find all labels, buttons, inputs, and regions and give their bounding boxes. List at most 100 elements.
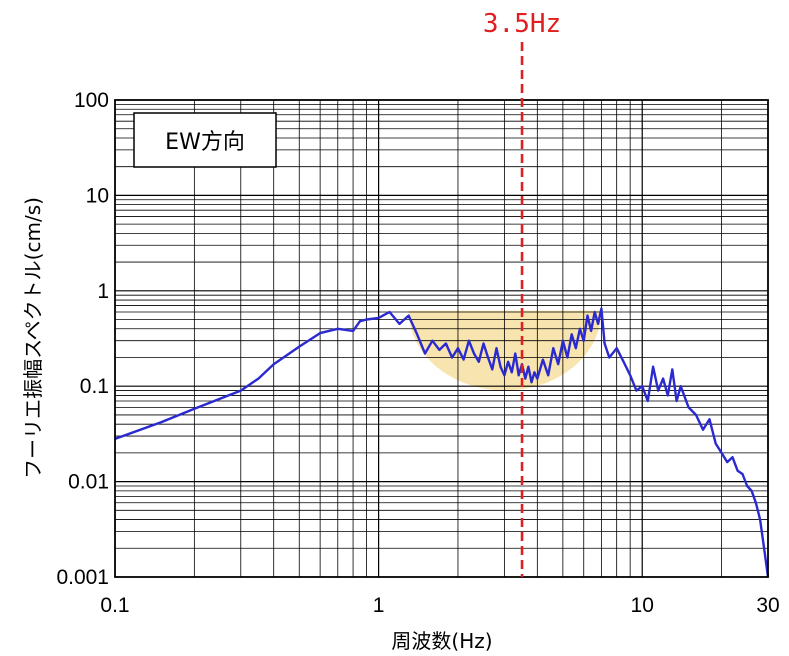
data-point xyxy=(702,429,704,431)
data-point xyxy=(499,366,502,368)
data-point xyxy=(468,340,470,342)
y-tick-label: 1 xyxy=(97,280,109,303)
data-point xyxy=(583,340,585,342)
legend-box xyxy=(133,112,277,168)
data-point xyxy=(562,340,564,342)
data-point xyxy=(160,421,163,423)
data-point xyxy=(623,361,625,363)
data-point xyxy=(647,400,649,402)
data-point xyxy=(257,378,260,380)
data-point xyxy=(365,318,368,321)
data-point xyxy=(319,332,321,334)
data-point xyxy=(527,366,529,368)
data-point xyxy=(600,308,602,310)
data-point xyxy=(193,408,195,410)
data-point xyxy=(337,328,339,330)
data-point xyxy=(445,342,447,345)
data-point xyxy=(352,330,354,332)
data-point xyxy=(524,378,526,380)
data-point xyxy=(604,342,606,345)
y-tick-label: 0.001 xyxy=(56,566,109,589)
y-axis-label: フーリエ振幅スペクトル(cm/s) xyxy=(21,197,45,479)
highlight-band-layer xyxy=(408,310,602,391)
data-point xyxy=(641,385,643,387)
data-point xyxy=(298,346,300,348)
data-point xyxy=(398,323,401,325)
data-point xyxy=(731,456,734,458)
data-point xyxy=(478,361,480,363)
data-point xyxy=(736,470,739,472)
data-point xyxy=(590,330,592,332)
data-point xyxy=(680,385,682,387)
data-point xyxy=(491,368,493,371)
marker-label: 3.5Hz xyxy=(483,9,561,39)
data-point xyxy=(473,352,475,355)
data-point xyxy=(482,342,485,345)
series-line-0 xyxy=(114,307,770,578)
x-tick-label: 0.1 xyxy=(100,594,129,617)
data-point xyxy=(530,381,533,383)
data-point xyxy=(451,356,453,359)
data-point xyxy=(547,374,549,376)
data-point xyxy=(759,518,761,521)
data-point xyxy=(675,400,678,402)
data-point xyxy=(657,389,659,392)
data-point xyxy=(708,418,711,420)
data-point xyxy=(533,371,536,373)
series-layer xyxy=(114,307,770,578)
data-point xyxy=(652,366,654,368)
data-point xyxy=(688,406,690,408)
x-tick-label: 10 xyxy=(631,594,654,617)
data-point xyxy=(671,368,673,371)
data-point xyxy=(608,356,610,359)
data-point xyxy=(507,361,509,363)
highlight-band xyxy=(408,310,602,391)
data-point xyxy=(726,461,728,463)
legend: EW方向 xyxy=(133,112,277,168)
y-tick-label: 0.01 xyxy=(68,471,109,494)
plot-frame xyxy=(114,99,769,578)
data-point xyxy=(597,323,599,325)
data-point xyxy=(462,359,465,361)
data-point xyxy=(695,414,697,416)
data-point xyxy=(667,394,669,397)
data-point xyxy=(552,347,554,349)
data-point xyxy=(586,314,589,317)
data-point xyxy=(579,328,581,330)
x-tick-label: 1 xyxy=(373,594,385,617)
data-point xyxy=(359,320,361,322)
data-point xyxy=(518,374,520,376)
data-point xyxy=(416,333,418,335)
data-point xyxy=(746,485,748,487)
plot-border xyxy=(114,99,769,578)
data-point xyxy=(503,374,505,376)
data-point xyxy=(378,317,380,319)
x-axis-label: 周波数(Hz) xyxy=(391,629,492,653)
data-point xyxy=(495,347,498,349)
data-point xyxy=(408,314,410,317)
data-point xyxy=(431,340,434,342)
data-point xyxy=(388,311,391,313)
legend-label: EW方向 xyxy=(165,130,245,155)
data-point xyxy=(635,389,637,392)
data-point xyxy=(240,389,242,392)
data-point xyxy=(755,502,757,504)
data-point xyxy=(273,363,275,365)
data-point xyxy=(715,443,717,445)
data-point xyxy=(487,356,489,359)
data-point xyxy=(763,547,765,549)
data-point xyxy=(594,311,596,313)
data-point xyxy=(741,473,744,475)
data-point xyxy=(457,347,459,349)
data-point xyxy=(542,359,544,361)
y-tick-label: 10 xyxy=(86,184,109,207)
frequency-marker: 3.5Hz xyxy=(483,9,561,577)
data-point xyxy=(629,374,631,376)
data-point xyxy=(571,333,573,335)
data-point xyxy=(511,371,513,373)
data-point xyxy=(557,363,559,365)
data-point xyxy=(514,352,516,355)
data-point xyxy=(720,452,723,454)
data-point xyxy=(751,490,753,492)
